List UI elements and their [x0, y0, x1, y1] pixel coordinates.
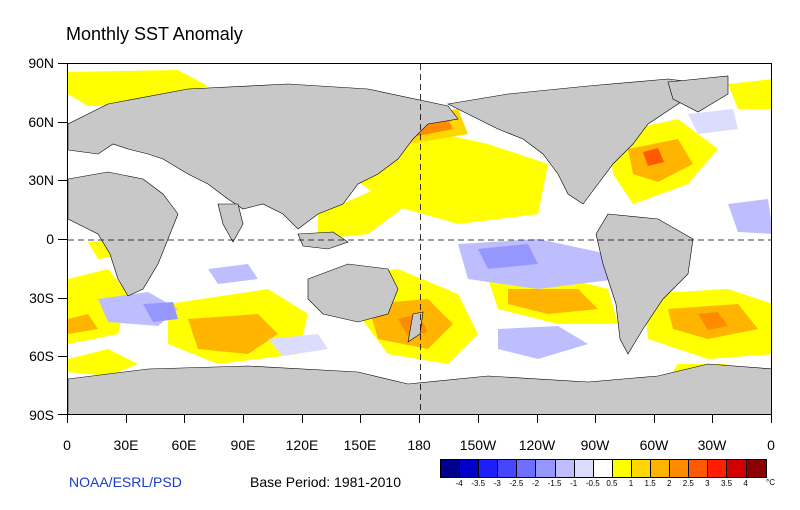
lat-label-90s: 90S: [29, 407, 54, 423]
lon-label-120e: 120E: [285, 437, 319, 453]
lon-tick: [184, 415, 185, 423]
lon-tick: [771, 415, 772, 423]
colorbar-tick-label: 1: [628, 479, 634, 488]
lon-tick: [360, 415, 361, 423]
colorbar-cell: [460, 460, 480, 477]
lon-tick: [243, 415, 244, 423]
cool-anomaly-layer: [98, 109, 771, 359]
colorbar-cell: [441, 460, 461, 477]
lat-tick: [58, 239, 67, 240]
lat-label-30n: 30N: [28, 172, 54, 188]
lon-tick: [302, 415, 303, 423]
colorbar-tick-label: 3: [705, 479, 710, 488]
lat-label-equator: 0: [46, 231, 54, 247]
lon-label-0: 0: [63, 437, 71, 453]
lon-label-90e: 90E: [230, 437, 256, 453]
colorbar-cell: [746, 460, 766, 477]
colorbar: [440, 459, 767, 478]
lat-tick: [58, 356, 67, 357]
land-layer: [68, 75, 771, 414]
colorbar-tick-label: -3.5: [471, 479, 486, 488]
colorbar-tick-label: -0.5: [585, 479, 600, 488]
colorbar-cell: [536, 460, 556, 477]
colorbar-tick-label: 2.5: [682, 479, 694, 488]
lat-label-60n: 60N: [28, 114, 54, 130]
lon-label-90w: 90W: [580, 437, 610, 453]
colorbar-cell: [498, 460, 518, 477]
credit-label: NOAA/ESRL/PSD: [69, 474, 182, 490]
colorbar-cell: [708, 460, 728, 477]
colorbar-tick-label: -2: [531, 479, 540, 488]
lon-label-150e: 150E: [343, 437, 377, 453]
colorbar-cell: [612, 460, 632, 477]
colorbar-cell: [517, 460, 537, 477]
colorbar-cell: [651, 460, 671, 477]
colorbar-cell: [631, 460, 652, 477]
lon-tick: [537, 415, 538, 423]
base-period-label: Base Period: 1981-2010: [250, 474, 401, 490]
colorbar-tick-label: 4: [743, 479, 748, 488]
lon-label-60w: 60W: [639, 437, 669, 453]
lat-label-60s: 60S: [29, 348, 54, 364]
lat-label-30s: 30S: [29, 290, 54, 306]
map-svg: [68, 64, 771, 414]
colorbar-tick-label: -3: [493, 479, 501, 488]
colorbar-tick-label: -4: [455, 479, 463, 488]
colorbar-tick-label: 0.5: [606, 479, 618, 488]
lon-label-150w: 150W: [459, 437, 497, 453]
lat-tick: [58, 180, 67, 181]
lon-label-0-end: 0: [767, 437, 775, 453]
colorbar-cell: [670, 460, 690, 477]
colorbar-unit: °C: [766, 478, 775, 487]
lon-label-30e: 30E: [113, 437, 139, 453]
lon-tick: [126, 415, 127, 423]
lon-label-60e: 60E: [171, 437, 197, 453]
lon-tick: [595, 415, 596, 423]
colorbar-tick-label: -2.5: [509, 479, 524, 488]
colorbar-cell: [555, 460, 575, 477]
lon-tick: [712, 415, 713, 423]
colorbar-tick-label: 3.5: [720, 479, 733, 488]
lon-tick: [419, 415, 420, 423]
colorbar-cell: [727, 460, 747, 477]
lat-tick: [58, 414, 67, 415]
map-title: Monthly SST Anomaly: [66, 24, 243, 44]
lat-tick: [58, 63, 67, 64]
colorbar-tick-label: -1: [570, 479, 578, 488]
lon-tick: [654, 415, 655, 423]
colorbar-cell: [689, 460, 709, 477]
lat-label-90n: 90N: [28, 55, 54, 71]
lon-label-120w: 120W: [518, 437, 556, 453]
lon-tick: [478, 415, 479, 423]
lon-label-180: 180: [407, 437, 431, 453]
sst-anomaly-map: [67, 63, 772, 415]
colorbar-cell: [479, 460, 499, 477]
colorbar-tick-label: 2: [666, 479, 672, 488]
colorbar-tick-label: 1.5: [644, 479, 656, 488]
lat-tick: [58, 122, 67, 123]
lon-tick: [67, 415, 68, 423]
colorbar-cell: [593, 460, 613, 477]
lon-label-30w: 30W: [697, 437, 727, 453]
colorbar-cell: [574, 460, 594, 477]
lat-tick: [58, 298, 67, 299]
colorbar-tick-label: -1.5: [547, 479, 562, 488]
